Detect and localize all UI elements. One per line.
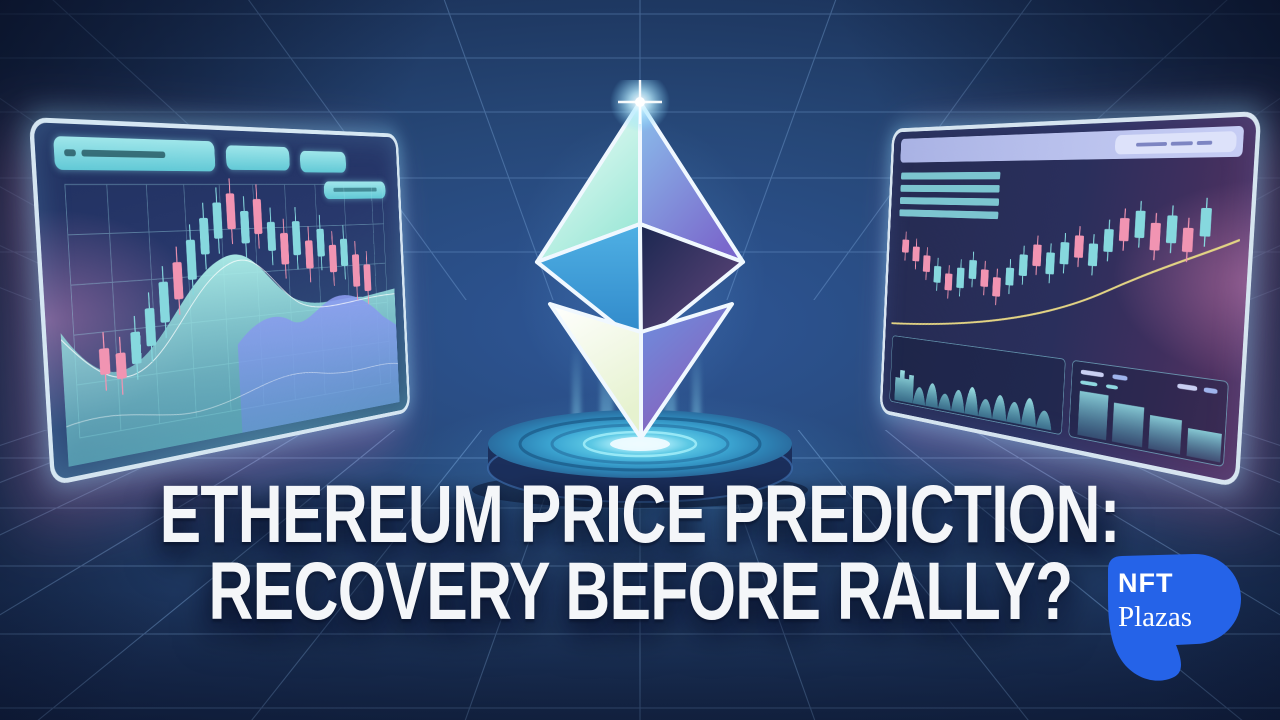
trading-screen-left xyxy=(28,117,411,487)
logo-text-nft: NFT xyxy=(1118,568,1173,598)
header-pill xyxy=(1114,131,1238,155)
area-chart-left xyxy=(48,130,399,468)
stats-panel xyxy=(1068,359,1230,468)
headline: ETHEREUM PRICE PREDICTION: RECOVERY BEFO… xyxy=(0,469,1280,638)
nft-plazas-logo: NFT Plazas xyxy=(1098,548,1254,700)
pedestal xyxy=(472,410,808,508)
ethereum-lower-half xyxy=(548,302,734,440)
headline-line1: ETHEREUM PRICE PREDICTION: xyxy=(159,469,1121,560)
ethereum-upper-half xyxy=(535,100,745,347)
screen-right-headerbar xyxy=(900,125,1245,164)
logo-p-shape xyxy=(1108,553,1242,681)
ethereum-logo xyxy=(535,80,745,440)
logo-text-plazas: Plazas xyxy=(1118,601,1192,633)
volume-panel xyxy=(889,334,1066,436)
headline-line2: RECOVERY BEFORE RALLY? xyxy=(208,546,1073,638)
candlestick-chart-left xyxy=(48,130,399,467)
